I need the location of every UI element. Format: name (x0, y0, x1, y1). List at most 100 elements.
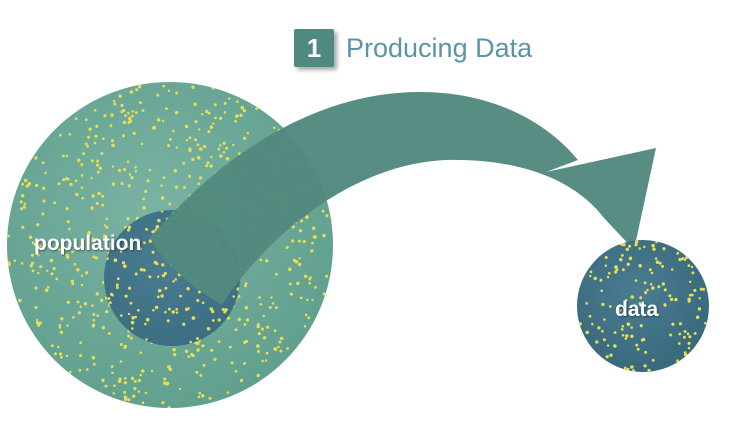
population-dot (98, 166, 103, 170)
population-dot (193, 138, 198, 142)
sample-dot (121, 261, 126, 265)
population-dot (144, 189, 148, 193)
population-dot (22, 205, 26, 209)
population-dot (80, 163, 84, 167)
population-dot (92, 318, 96, 322)
sample-dot (221, 308, 225, 311)
population-dot (7, 261, 11, 265)
data-dot (585, 330, 589, 335)
population-dot (83, 301, 88, 306)
data-dot (674, 297, 678, 302)
population-dot (137, 85, 142, 89)
population-dot (91, 194, 95, 198)
population-dot (80, 174, 84, 177)
sample-dot (184, 307, 189, 312)
data-dot (682, 335, 686, 339)
population-dot (122, 120, 127, 125)
population-dot (127, 334, 131, 338)
population-dot (128, 119, 133, 123)
sample-dot (157, 218, 161, 223)
population-dot (96, 159, 100, 163)
population-dot (239, 113, 243, 117)
population-dot (111, 371, 114, 375)
population-dot (150, 369, 154, 373)
population-dot (142, 206, 146, 210)
population-dot (60, 355, 63, 359)
population-dot (209, 125, 214, 129)
population-dot (75, 192, 79, 197)
population-dot (94, 134, 98, 138)
population-dot (18, 298, 22, 303)
data-dot (687, 341, 691, 345)
data-dot (661, 264, 664, 268)
population-dot (210, 348, 214, 352)
population-dot (132, 394, 136, 398)
population-dot (161, 400, 165, 405)
population-dot (262, 336, 267, 340)
data-dot (606, 344, 610, 347)
population-dot (91, 239, 94, 243)
population-dot (259, 258, 263, 262)
population-dot (172, 129, 175, 133)
population-dot (235, 100, 239, 103)
population-dot (219, 154, 223, 158)
population-dot (96, 163, 100, 167)
population-dot (104, 310, 109, 314)
population-dot (198, 391, 202, 395)
population-dot (119, 360, 123, 363)
population-dot (294, 259, 299, 264)
population-dot (105, 217, 109, 221)
data-dot (690, 265, 694, 269)
data-dot (605, 355, 609, 359)
population-dot (126, 160, 130, 164)
population-dot (21, 182, 24, 186)
population-dot (130, 376, 135, 381)
population-dot (243, 323, 247, 326)
population-dot (104, 384, 108, 388)
data-dot (661, 282, 665, 286)
population-dot (302, 239, 306, 244)
data-dot (621, 324, 625, 328)
population-dot (298, 262, 302, 267)
population-dot (34, 305, 38, 310)
data-dot (643, 281, 647, 285)
population-dot (65, 354, 69, 358)
population-dot (29, 264, 33, 268)
population-dot (196, 348, 200, 352)
population-dot (123, 390, 127, 394)
population-dot (183, 185, 187, 189)
population-dot (90, 159, 94, 163)
population-dot (127, 398, 131, 402)
population-dot (325, 274, 329, 278)
population-dot (124, 114, 127, 118)
population-dot (217, 340, 221, 344)
population-dot (308, 281, 311, 285)
population-dot (198, 128, 201, 131)
population-dot (92, 255, 96, 259)
population-dot (66, 300, 71, 304)
sample-dot (111, 293, 114, 297)
sample-dot (148, 239, 153, 243)
population-dot (84, 118, 88, 122)
population-dot (218, 116, 223, 120)
sample-dot (130, 320, 135, 325)
data-dot (651, 243, 655, 248)
data-dot (704, 321, 707, 325)
population-dot (258, 296, 261, 299)
population-dot (118, 377, 122, 381)
population-dot (242, 109, 247, 113)
population-dot (122, 134, 126, 138)
population-dot (222, 150, 226, 154)
population-dot (161, 119, 165, 123)
sample-dot (148, 275, 151, 278)
population-dot (242, 136, 247, 140)
population-dot (103, 114, 107, 118)
population-dot (234, 328, 238, 332)
population-dot (90, 206, 94, 210)
population-dot (23, 178, 28, 183)
population-dot (206, 161, 210, 165)
population-dot (156, 118, 161, 122)
sample-dot (151, 230, 155, 234)
data-dot (686, 332, 690, 336)
population-dot (187, 355, 191, 359)
